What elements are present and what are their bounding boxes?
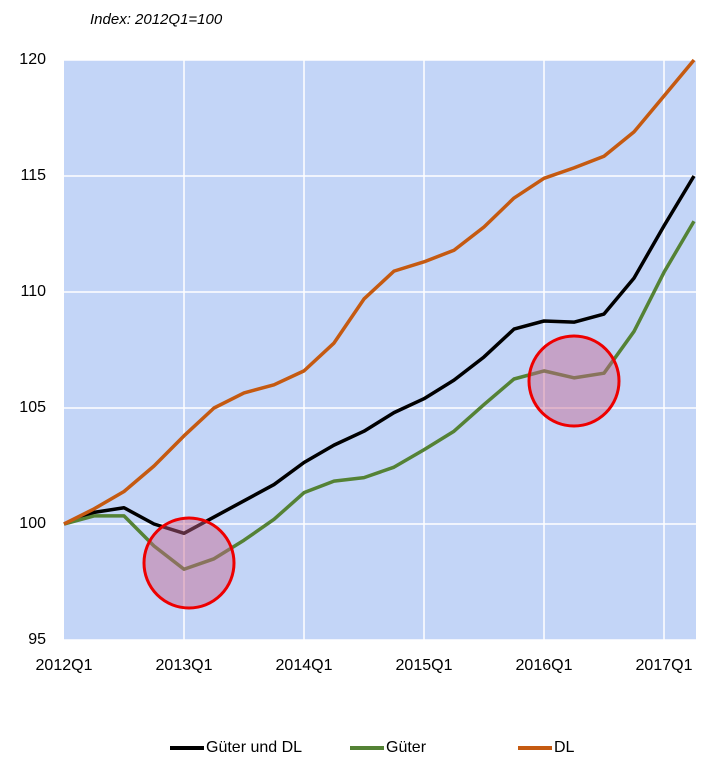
legend-label: Güter und DL: [206, 739, 302, 756]
highlight-circle: [527, 334, 621, 428]
x-tick-label: 2015Q1: [396, 657, 453, 674]
x-tick-label: 2014Q1: [276, 657, 333, 674]
x-tick-label: 2016Q1: [516, 657, 573, 674]
x-tick-label: 2013Q1: [156, 657, 213, 674]
legend-label: DL: [554, 739, 575, 756]
series-line: [63, 58, 696, 526]
series-line: [63, 220, 696, 571]
series-line: [63, 175, 696, 536]
y-tick-label: 105: [19, 399, 46, 416]
legend-label: Güter: [386, 739, 427, 756]
y-tick-label: 100: [19, 515, 46, 532]
x-tick-label: 2017Q1: [636, 657, 693, 674]
y-tick-label: 115: [20, 167, 46, 184]
plot-area: [64, 60, 696, 640]
y-tick-label: 120: [19, 51, 46, 68]
chart-subtitle: Index: 2012Q1=100: [90, 11, 223, 28]
x-tick-label: 2012Q1: [36, 657, 93, 674]
y-tick-label: 110: [20, 283, 46, 300]
y-tick-label: 95: [28, 631, 46, 648]
highlight-circle: [142, 516, 236, 610]
